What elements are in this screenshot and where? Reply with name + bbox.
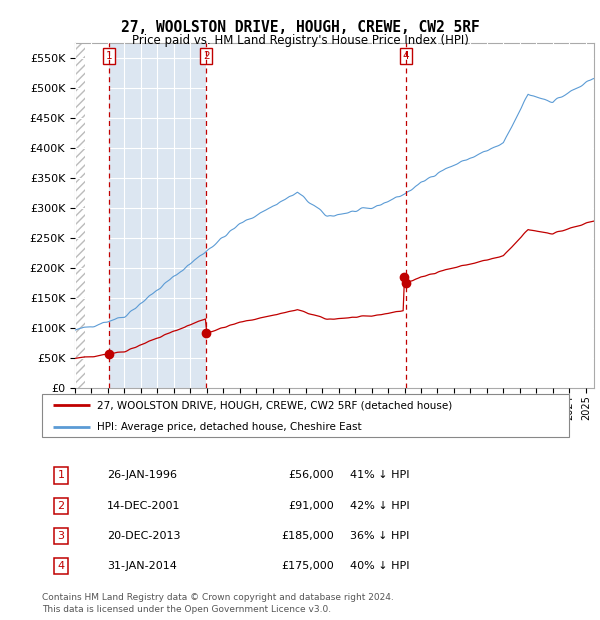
Text: 14-DEC-2001: 14-DEC-2001 <box>107 500 181 511</box>
Text: £91,000: £91,000 <box>288 500 334 511</box>
Text: 40% ↓ HPI: 40% ↓ HPI <box>350 561 409 571</box>
Text: 3: 3 <box>58 531 64 541</box>
Text: 31-JAN-2014: 31-JAN-2014 <box>107 561 176 571</box>
Text: 1: 1 <box>58 471 64 480</box>
Text: £56,000: £56,000 <box>288 471 334 480</box>
Bar <box>75 43 85 388</box>
Text: Price paid vs. HM Land Registry's House Price Index (HPI): Price paid vs. HM Land Registry's House … <box>131 34 469 47</box>
Text: 4: 4 <box>403 51 409 61</box>
Text: Contains HM Land Registry data © Crown copyright and database right 2024.
This d: Contains HM Land Registry data © Crown c… <box>42 593 394 614</box>
Text: HPI: Average price, detached house, Cheshire East: HPI: Average price, detached house, Ches… <box>97 422 362 433</box>
Text: 4: 4 <box>58 561 64 571</box>
Text: 1: 1 <box>106 51 112 61</box>
Text: 26-JAN-1996: 26-JAN-1996 <box>107 471 177 480</box>
Text: 20-DEC-2013: 20-DEC-2013 <box>107 531 181 541</box>
Text: 42% ↓ HPI: 42% ↓ HPI <box>350 500 409 511</box>
Bar <box>109 43 206 388</box>
Text: 27, WOOLSTON DRIVE, HOUGH, CREWE, CW2 5RF (detached house): 27, WOOLSTON DRIVE, HOUGH, CREWE, CW2 5R… <box>97 401 452 410</box>
Text: £175,000: £175,000 <box>281 561 334 571</box>
Text: 2: 2 <box>203 51 209 61</box>
Text: 36% ↓ HPI: 36% ↓ HPI <box>350 531 409 541</box>
FancyBboxPatch shape <box>42 394 569 438</box>
Text: 41% ↓ HPI: 41% ↓ HPI <box>350 471 409 480</box>
Text: 2: 2 <box>58 500 64 511</box>
Text: £185,000: £185,000 <box>281 531 334 541</box>
Text: 27, WOOLSTON DRIVE, HOUGH, CREWE, CW2 5RF: 27, WOOLSTON DRIVE, HOUGH, CREWE, CW2 5R… <box>121 20 479 35</box>
